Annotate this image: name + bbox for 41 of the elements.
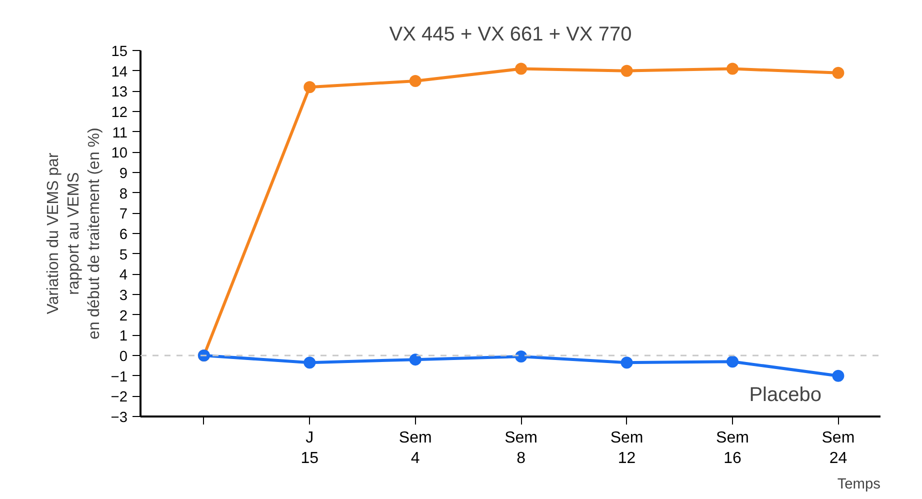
x-tick-label: Sem 16	[716, 430, 749, 467]
point	[726, 62, 738, 75]
y-tick-label: 10	[111, 146, 128, 162]
point	[304, 356, 316, 369]
y-tick-label: 2	[119, 308, 128, 324]
y-tick-label: 14	[111, 64, 128, 80]
y-tick-label: 15	[111, 44, 128, 60]
point	[832, 66, 844, 79]
x-axis-title: Temps	[837, 476, 881, 492]
y-tick-label: 4	[119, 268, 128, 284]
y-tick-label: 13	[111, 84, 128, 101]
y-tick-label: 3	[119, 288, 128, 304]
point	[304, 81, 316, 94]
y-tick-label: 7	[119, 206, 128, 223]
point	[515, 62, 528, 75]
point	[620, 356, 633, 369]
y-tick-label: −3	[110, 410, 128, 426]
y-tick-label: 5	[119, 247, 128, 264]
y-tick-label: 12	[111, 105, 128, 121]
point	[409, 354, 422, 366]
point	[515, 350, 528, 363]
x-tick-label: Sem 24	[822, 430, 855, 467]
x-tick-label: Sem 8	[504, 430, 538, 467]
series-label: Placebo	[749, 384, 822, 406]
point	[832, 370, 844, 382]
point	[620, 64, 633, 77]
y-tick-label: 6	[119, 227, 128, 243]
y-tick-label: −2	[110, 390, 128, 406]
series-label: VX 445 + VX 661 + VX 770	[389, 24, 632, 46]
point	[726, 356, 738, 368]
x-tick-label: Sem 12	[610, 430, 644, 467]
y-tick-label: 8	[119, 186, 128, 202]
y-tick-label: 11	[112, 125, 128, 142]
y-tick-label: 0	[119, 349, 128, 365]
y-axis-title: Variation du VEMS par rapport au VEMS en début de traitement (en %)	[44, 128, 103, 340]
x-tick-label: Sem 4	[398, 430, 432, 467]
point	[409, 75, 422, 87]
x-tick-label: J 15	[300, 430, 319, 467]
y-tick-label: −1	[110, 369, 128, 386]
y-tick-label: 1	[119, 328, 128, 345]
y-tick-label: 9	[119, 166, 128, 182]
